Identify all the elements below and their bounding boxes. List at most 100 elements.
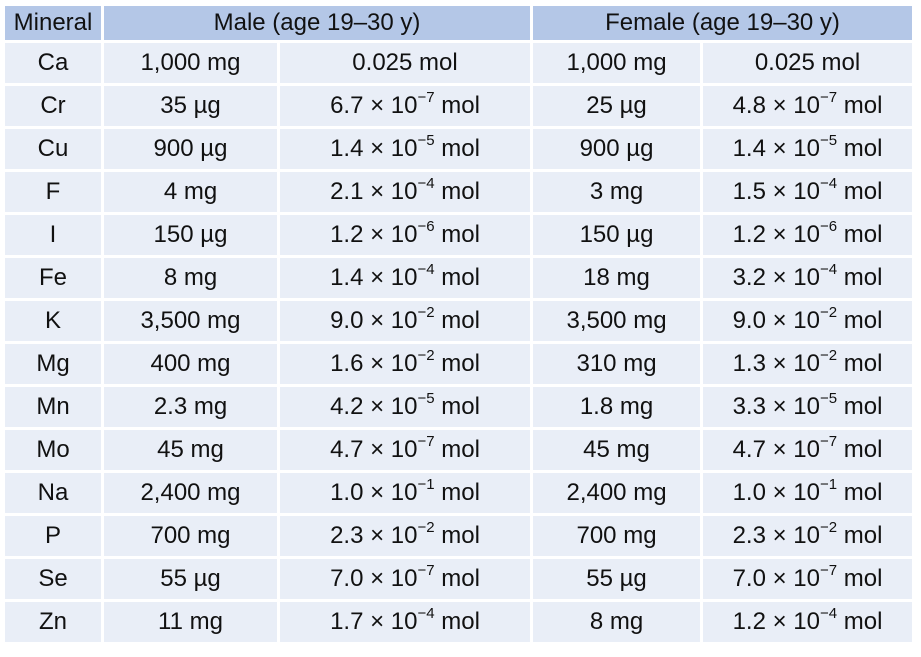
table-row: Cu 900 µg 1.4 × 10−5 mol 900 µg 1.4 × 10−5 m…: [5, 129, 913, 169]
cell-male-mass: 150 µg: [104, 215, 277, 255]
mol-exponent: −4: [417, 175, 435, 192]
mol-unit: mol: [843, 565, 883, 592]
mol-mantissa: 7.0 × 10: [330, 565, 418, 592]
mol-exponent: −2: [417, 304, 435, 321]
mol-exponent: −4: [417, 261, 435, 278]
mol-unit: mol: [843, 393, 883, 420]
cell-male-mol: 1.0 × 10−1 mol: [280, 473, 531, 513]
table-row: Se 55 µg 7.0 × 10−7 mol 55 µg 7.0 × 10−7 mol: [5, 559, 913, 599]
cell-male-mol: 1.4 × 10−4 mol: [280, 258, 531, 298]
cell-mineral: Zn: [5, 602, 101, 642]
cell-male-mol: 1.2 × 10−6 mol: [280, 215, 531, 255]
table-row: K 3,500 mg 9.0 × 10−2 mol 3,500 mg 9.0 × 10−…: [5, 301, 913, 341]
cell-male-mol: 1.4 × 10−5 mol: [280, 129, 531, 169]
cell-male-mass: 1,000 mg: [104, 43, 277, 83]
cell-male-mol: 1.6 × 10−2 mol: [280, 344, 531, 384]
mol-exponent: −2: [820, 347, 838, 364]
cell-female-mol: 7.0 × 10−7 mol: [703, 559, 913, 599]
mol-exponent: −2: [417, 347, 435, 364]
mol-unit: mol: [843, 307, 883, 334]
mol-mantissa: 4.7 × 10: [732, 436, 820, 463]
cell-female-mol: 1.2 × 10−6 mol: [703, 215, 913, 255]
mol-mantissa: 1.3 × 10: [732, 350, 820, 377]
mol-unit: mol: [843, 178, 883, 205]
mol-mantissa: 1.7 × 10: [330, 608, 418, 635]
mol-unit: mol: [441, 608, 480, 635]
cell-mineral: Cu: [5, 129, 101, 169]
mol-exponent: −1: [820, 476, 838, 493]
cell-mineral: Mo: [5, 430, 101, 470]
mol-exponent: −6: [820, 218, 838, 235]
mol-unit: mol: [441, 436, 480, 463]
cell-male-mass: 8 mg: [104, 258, 277, 298]
mol-exponent: −4: [820, 605, 838, 622]
cell-female-mass: 8 mg: [533, 602, 701, 642]
mol-mantissa: 1.2 × 10: [330, 221, 418, 248]
mol-mantissa: 1.2 × 10: [732, 221, 820, 248]
mol-mantissa: 1.5 × 10: [732, 178, 820, 205]
table-row: Mo 45 mg 4.7 × 10−7 mol 45 mg 4.7 × 10−7 mol: [5, 430, 913, 470]
mol-mantissa: 2.3 × 10: [732, 522, 820, 549]
mol-unit: mol: [441, 264, 480, 291]
mol-unit: mol: [843, 608, 883, 635]
mol-mantissa: 1.0 × 10: [732, 479, 820, 506]
cell-male-mass: 400 mg: [104, 344, 277, 384]
mol-mantissa: 0.025 mol: [352, 49, 458, 76]
cell-male-mol: 1.7 × 10−4 mol: [280, 602, 531, 642]
mol-exponent: −2: [820, 304, 838, 321]
cell-male-mass: 35 µg: [104, 86, 277, 126]
header-female: Female (age 19–30 y): [533, 6, 913, 40]
mineral-intake-table: Mineral Male (age 19–30 y) Female (age 1…: [2, 3, 915, 645]
mol-unit: mol: [441, 135, 480, 162]
table-header-row: Mineral Male (age 19–30 y) Female (age 1…: [5, 6, 913, 40]
mol-exponent: −7: [417, 89, 435, 106]
mol-unit: mol: [843, 135, 883, 162]
cell-male-mol: 9.0 × 10−2 mol: [280, 301, 531, 341]
table-row: I 150 µg 1.2 × 10−6 mol 150 µg 1.2 × 10−6 mo…: [5, 215, 913, 255]
mol-unit: mol: [843, 92, 883, 119]
cell-male-mol: 7.0 × 10−7 mol: [280, 559, 531, 599]
header-male: Male (age 19–30 y): [104, 6, 531, 40]
mol-unit: mol: [441, 522, 480, 549]
cell-female-mol: 9.0 × 10−2 mol: [703, 301, 913, 341]
table-row: Mg 400 mg 1.6 × 10−2 mol 310 mg 1.3 × 10−2 m…: [5, 344, 913, 384]
mol-exponent: −7: [417, 562, 435, 579]
mol-exponent: −2: [417, 519, 435, 536]
cell-female-mass: 3 mg: [533, 172, 701, 212]
mol-exponent: −6: [417, 218, 435, 235]
cell-female-mass: 18 mg: [533, 258, 701, 298]
cell-female-mass: 2,400 mg: [533, 473, 701, 513]
mol-mantissa: 3.3 × 10: [732, 393, 820, 420]
mol-mantissa: 4.7 × 10: [330, 436, 418, 463]
table-row: Ca 1,000 mg 0.025 mol 1,000 mg 0.025 mol: [5, 43, 913, 83]
cell-female-mol: 2.3 × 10−2 mol: [703, 516, 913, 556]
mol-mantissa: 4.8 × 10: [732, 92, 820, 119]
header-mineral: Mineral: [5, 6, 101, 40]
mol-unit: mol: [843, 350, 883, 377]
table-body: Ca 1,000 mg 0.025 mol 1,000 mg 0.025 mol Cr 35…: [5, 43, 913, 642]
cell-female-mol: 4.8 × 10−7 mol: [703, 86, 913, 126]
cell-mineral: K: [5, 301, 101, 341]
table-row: Cr 35 µg 6.7 × 10−7 mol 25 µg 4.8 × 10−7 mol: [5, 86, 913, 126]
cell-male-mass: 900 µg: [104, 129, 277, 169]
cell-male-mass: 4 mg: [104, 172, 277, 212]
mol-mantissa: 1.0 × 10: [330, 479, 418, 506]
cell-male-mass: 700 mg: [104, 516, 277, 556]
mol-unit: mol: [441, 479, 480, 506]
mol-mantissa: 7.0 × 10: [732, 565, 820, 592]
mol-mantissa: 1.6 × 10: [330, 350, 418, 377]
mol-unit: mol: [441, 221, 480, 248]
cell-male-mass: 55 µg: [104, 559, 277, 599]
cell-male-mol: 2.1 × 10−4 mol: [280, 172, 531, 212]
cell-mineral: Mg: [5, 344, 101, 384]
cell-male-mass: 11 mg: [104, 602, 277, 642]
cell-female-mass: 55 µg: [533, 559, 701, 599]
cell-male-mass: 2.3 mg: [104, 387, 277, 427]
cell-male-mol: 6.7 × 10−7 mol: [280, 86, 531, 126]
cell-female-mol: 0.025 mol: [703, 43, 913, 83]
mol-exponent: −7: [820, 433, 838, 450]
mol-mantissa: 2.1 × 10: [330, 178, 418, 205]
cell-female-mol: 1.3 × 10−2 mol: [703, 344, 913, 384]
cell-female-mol: 1.5 × 10−4 mol: [703, 172, 913, 212]
